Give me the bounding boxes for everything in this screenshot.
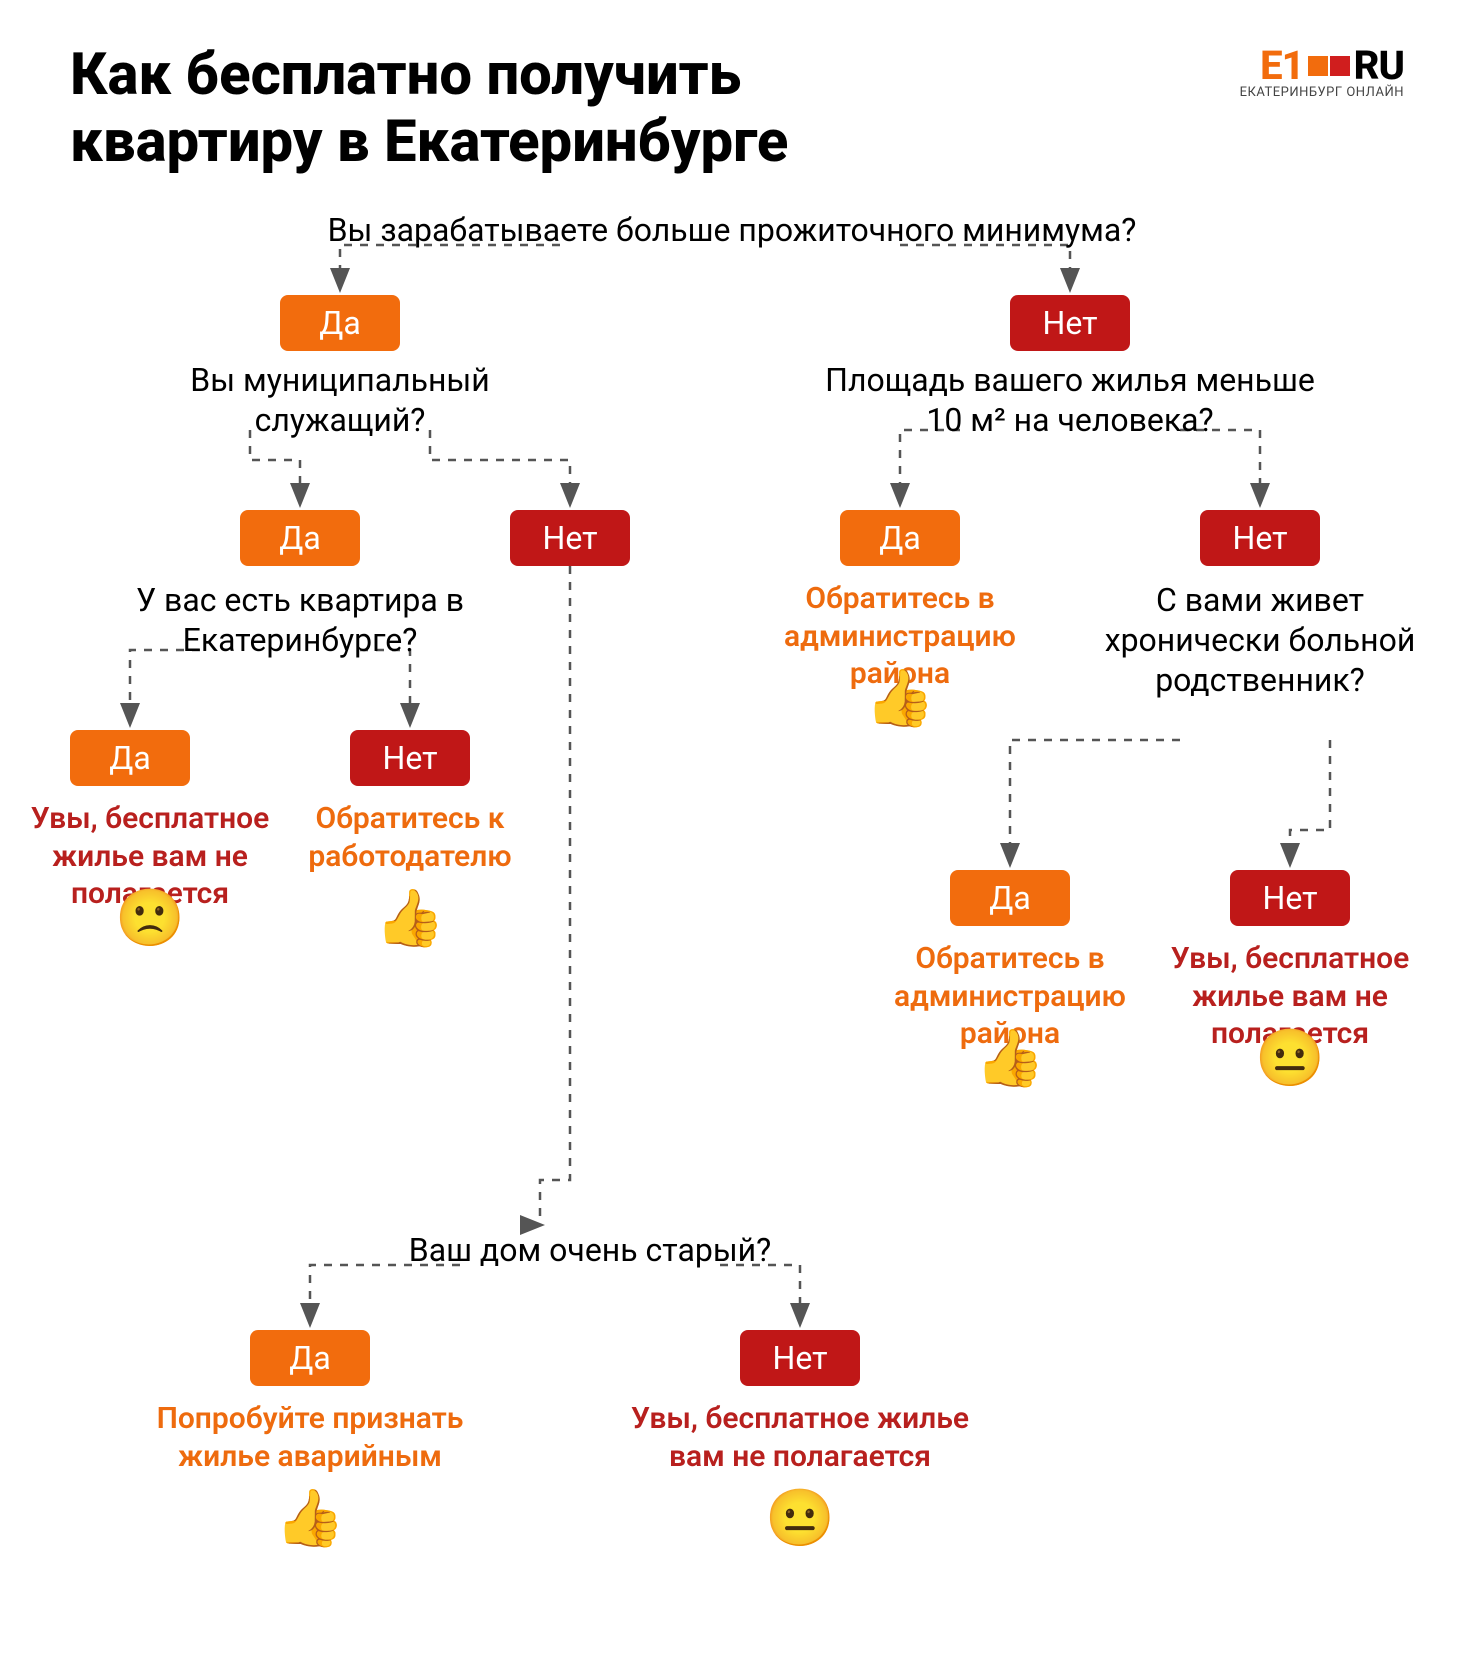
answer-pill-p3y: Да bbox=[840, 510, 960, 566]
result-r5y: Попробуйте признать жилье аварийным bbox=[130, 1400, 490, 1475]
answer-pill-p6n: Нет bbox=[1230, 870, 1350, 926]
question-q3: Площадь вашего жилья меньше 10 м² на чел… bbox=[810, 360, 1330, 440]
result-r5n: Увы, бесплатное жилье вам не полагается bbox=[620, 1400, 980, 1475]
thumbs-up-icon: 👍 bbox=[270, 1485, 350, 1551]
question-q6: С вами живет хронически больной родствен… bbox=[1080, 580, 1440, 700]
thumbs-up-icon: 👍 bbox=[370, 885, 450, 951]
question-q4: У вас есть квартира в Екатеринбурге? bbox=[90, 580, 510, 660]
answer-pill-p3n: Нет bbox=[1200, 510, 1320, 566]
brand-logo: E1 RU ЕКАТЕРИНБУРГ ОНЛАЙН bbox=[1240, 42, 1404, 100]
answer-pill-p5n: Нет bbox=[740, 1330, 860, 1386]
page-title: Как бесплатно получить квартиру в Екатер… bbox=[70, 42, 970, 175]
sad-face-icon: 😐 bbox=[760, 1485, 840, 1551]
answer-pill-p6y: Да bbox=[950, 870, 1070, 926]
logo-prefix: E1 bbox=[1260, 42, 1304, 89]
answer-pill-p4y: Да bbox=[70, 730, 190, 786]
sad-face-icon: 🙁 bbox=[110, 885, 190, 951]
answer-pill-p2n: Нет bbox=[510, 510, 630, 566]
thumbs-up-icon: 👍 bbox=[970, 1025, 1050, 1091]
answer-pill-p4n: Нет bbox=[350, 730, 470, 786]
question-q2: Вы муниципальный служащий? bbox=[130, 360, 550, 440]
result-r4n: Обратитесь к работодателю bbox=[260, 800, 560, 875]
logo-square-icon bbox=[1330, 56, 1350, 76]
answer-pill-p5y: Да bbox=[250, 1330, 370, 1386]
logo-square-icon bbox=[1308, 56, 1328, 76]
thumbs-up-icon: 👍 bbox=[860, 665, 940, 731]
sad-face-icon: 😐 bbox=[1250, 1025, 1330, 1091]
answer-pill-p2y: Да bbox=[240, 510, 360, 566]
question-q1: Вы зарабатываете больше прожиточного мин… bbox=[282, 210, 1182, 250]
answer-pill-p1y: Да bbox=[280, 295, 400, 351]
question-q5: Ваш дом очень старый? bbox=[340, 1230, 840, 1270]
logo-subtitle: ЕКАТЕРИНБУРГ ОНЛАЙН bbox=[1240, 85, 1404, 100]
logo-suffix: RU bbox=[1354, 42, 1404, 89]
answer-pill-p1n: Нет bbox=[1010, 295, 1130, 351]
